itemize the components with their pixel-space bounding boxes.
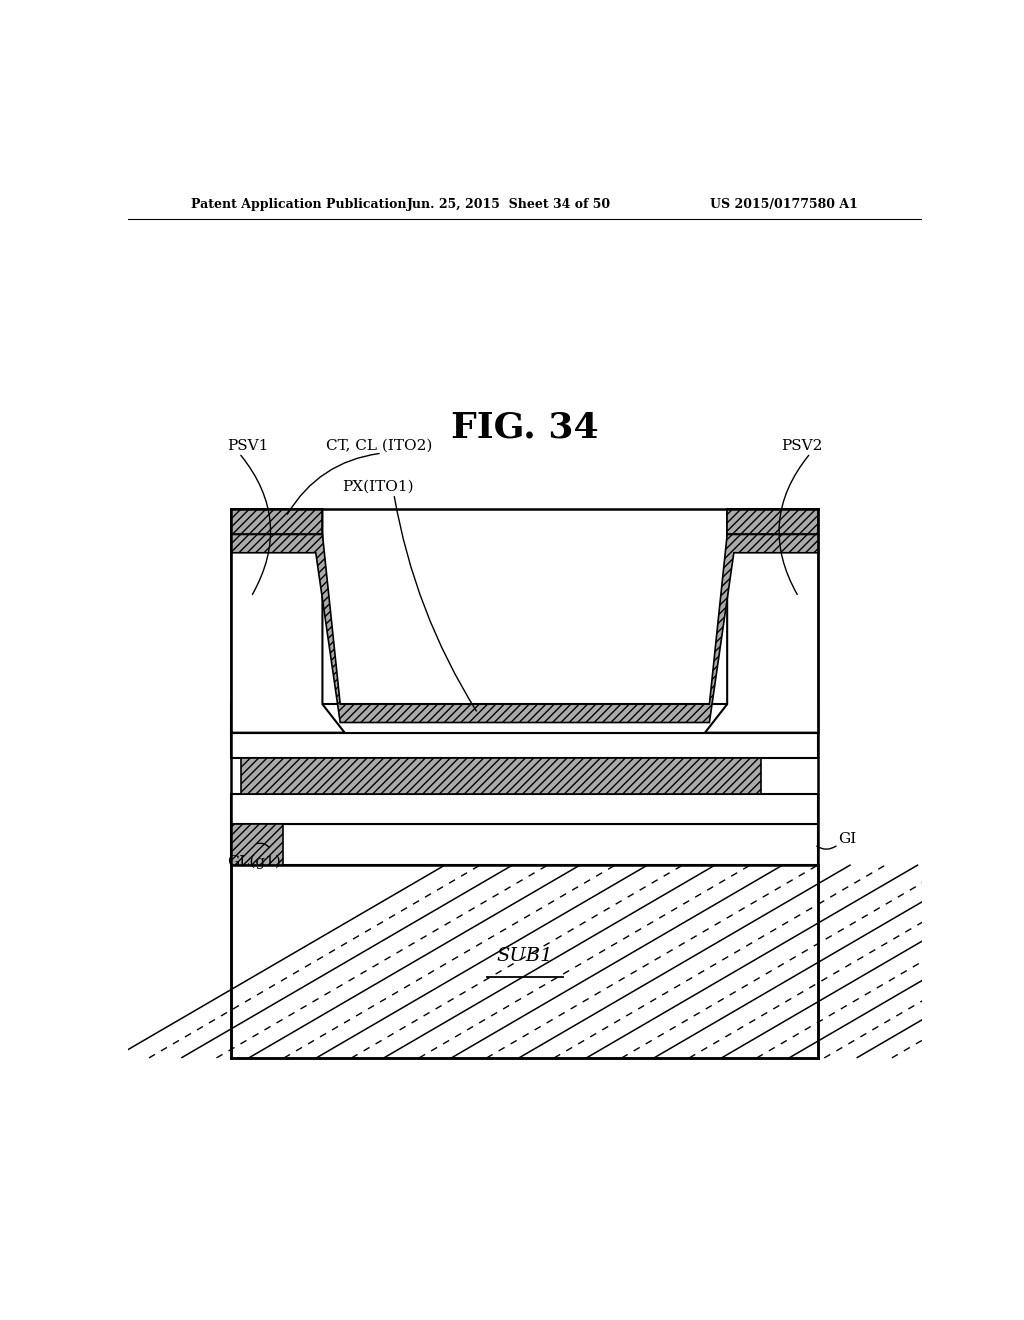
Polygon shape: [231, 704, 818, 733]
Text: PSV1: PSV1: [227, 440, 268, 453]
Polygon shape: [231, 733, 818, 758]
Text: GI: GI: [839, 833, 856, 846]
Text: PSV2: PSV2: [781, 440, 822, 453]
Text: PX(ITO1): PX(ITO1): [342, 479, 414, 494]
Polygon shape: [727, 510, 818, 535]
Text: US 2015/0177580 A1: US 2015/0177580 A1: [711, 198, 858, 211]
Text: Jun. 25, 2015  Sheet 34 of 50: Jun. 25, 2015 Sheet 34 of 50: [407, 198, 611, 211]
Text: GL(g1): GL(g1): [227, 854, 281, 869]
Text: FIG. 34: FIG. 34: [451, 411, 599, 445]
Polygon shape: [231, 865, 818, 1057]
Polygon shape: [231, 510, 345, 733]
Polygon shape: [241, 758, 761, 793]
Text: CT, CL (ITO2): CT, CL (ITO2): [327, 440, 433, 453]
Text: SUB1: SUB1: [497, 948, 553, 965]
Text: Patent Application Publication: Patent Application Publication: [191, 198, 407, 211]
Polygon shape: [231, 535, 818, 722]
Polygon shape: [231, 824, 818, 865]
Polygon shape: [231, 793, 818, 824]
Polygon shape: [705, 510, 818, 733]
Polygon shape: [231, 510, 323, 535]
Polygon shape: [231, 510, 818, 1057]
Polygon shape: [231, 824, 283, 865]
